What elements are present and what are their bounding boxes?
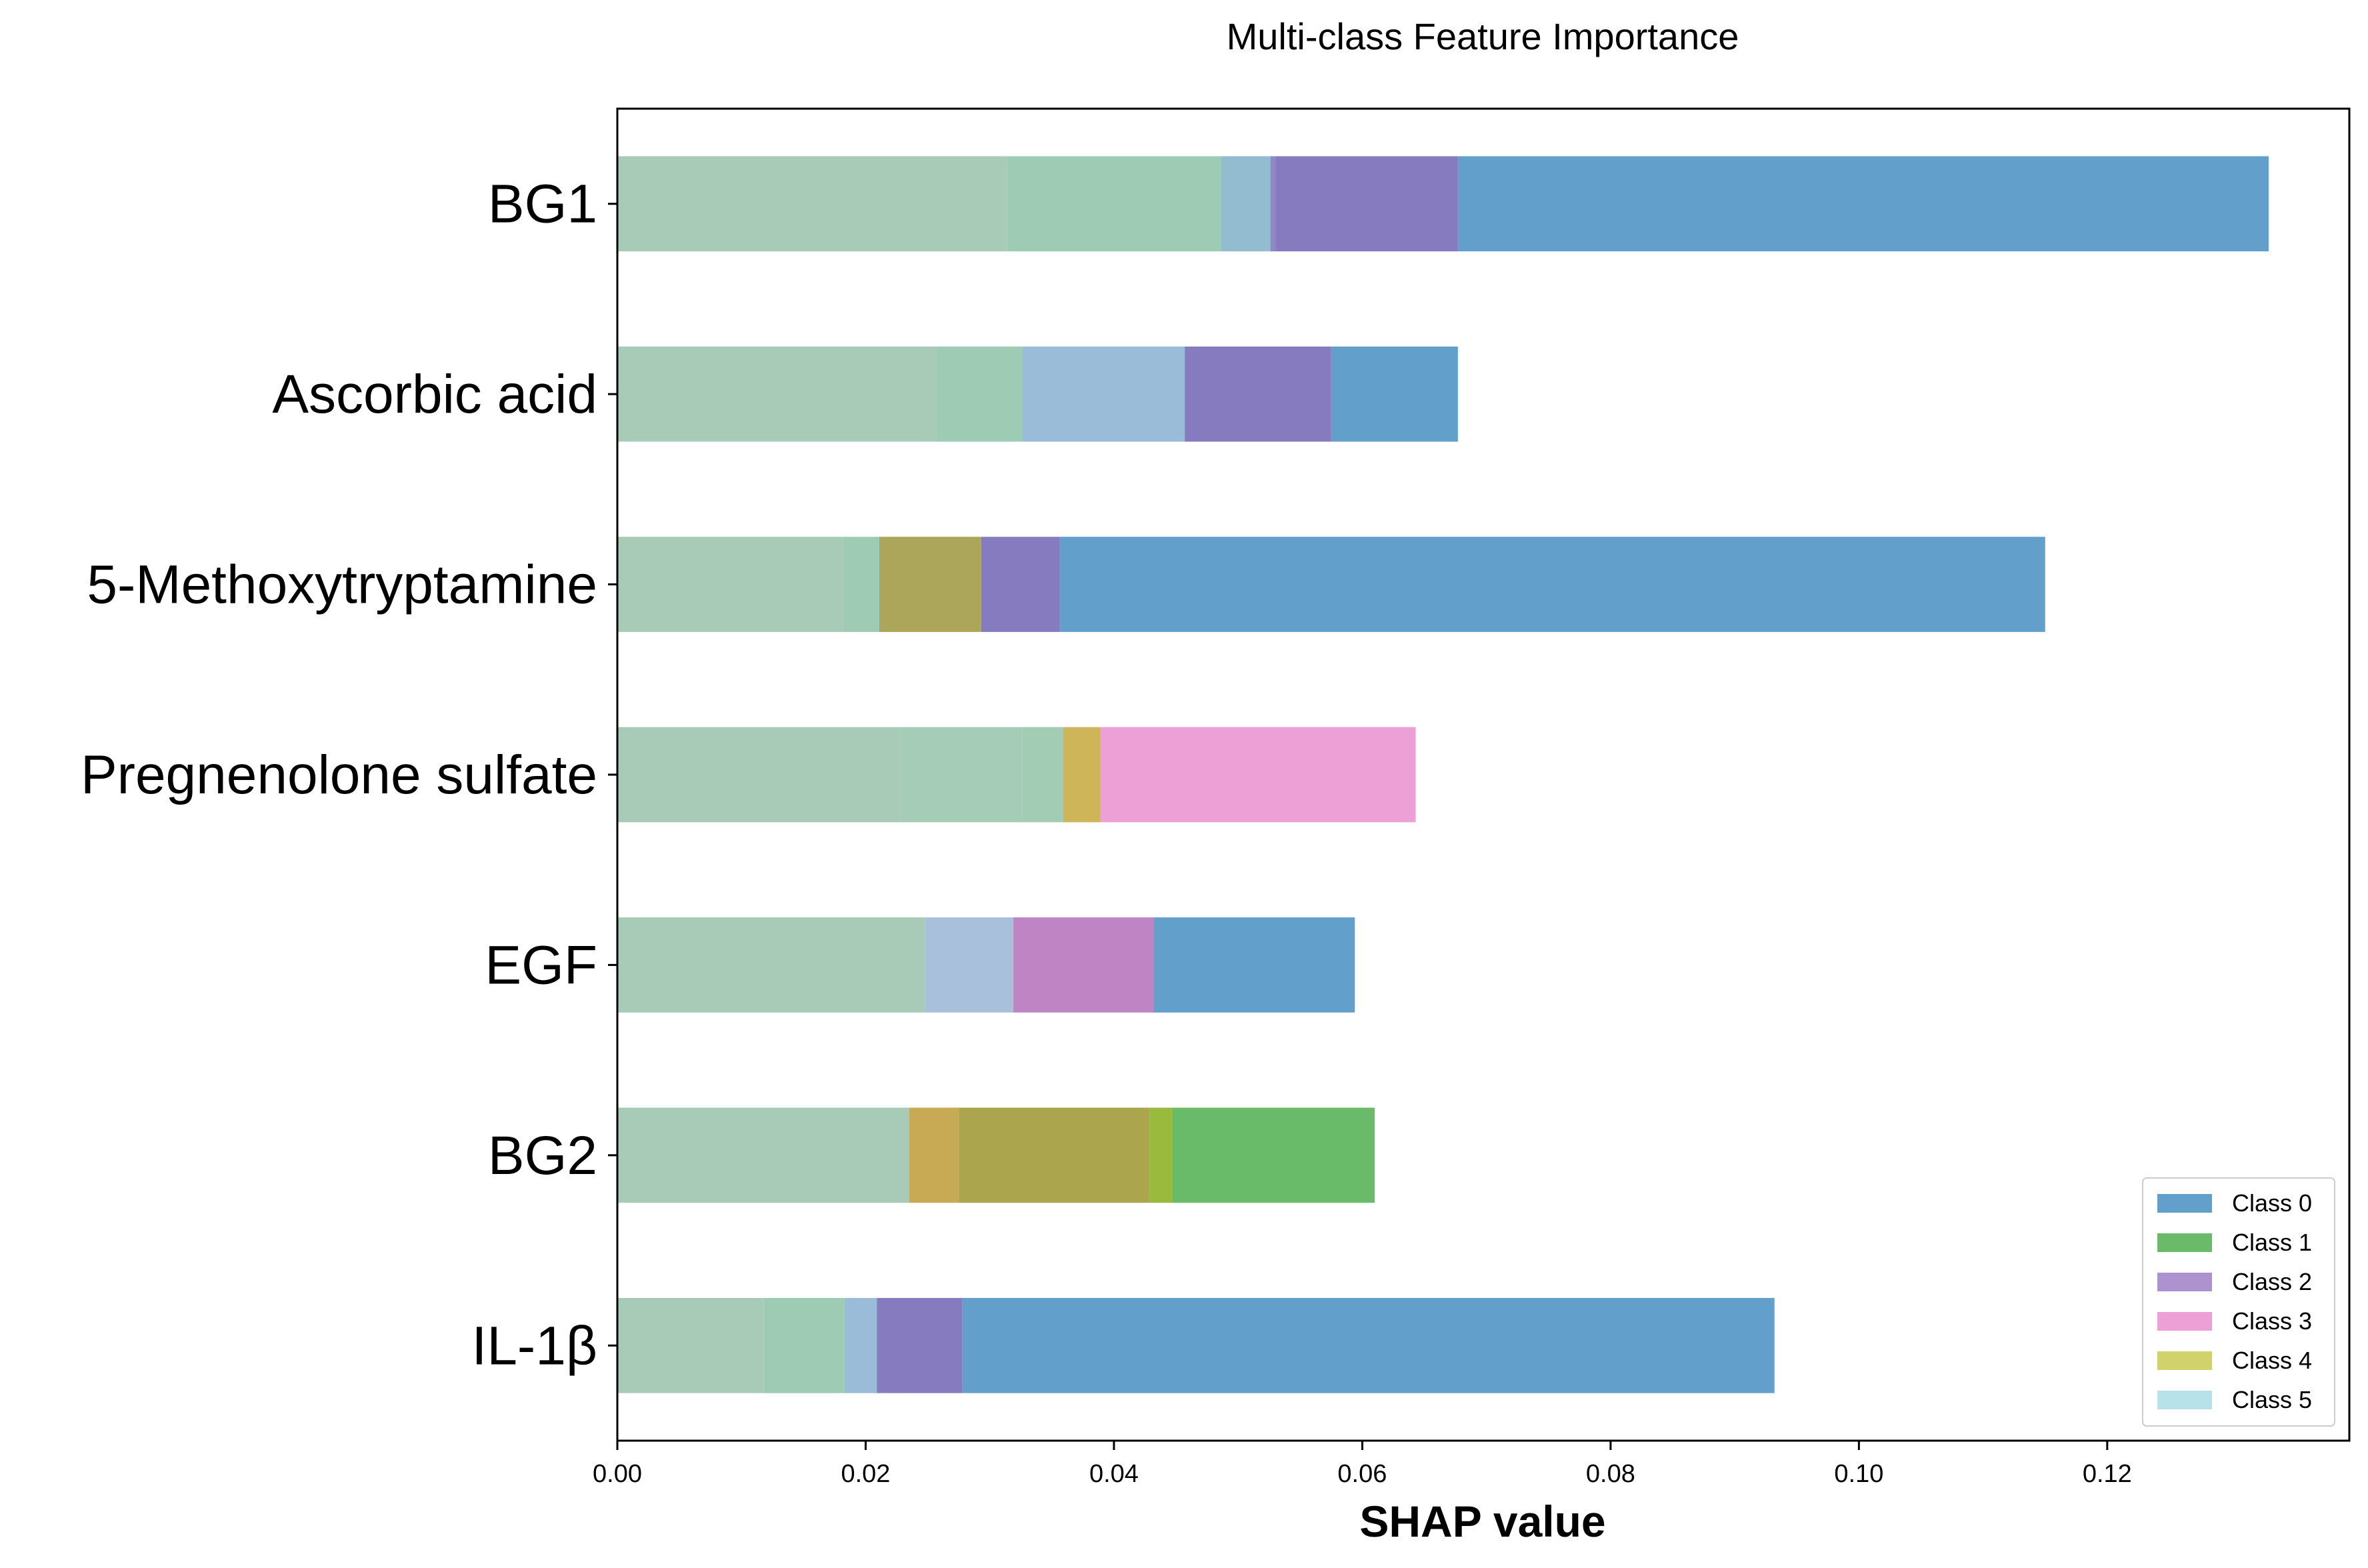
bar-segment bbox=[877, 1297, 963, 1393]
legend: Class 0 Class 1 Class 2 Class 3 Class 4 Class… bbox=[2142, 1177, 2335, 1427]
bar-segment bbox=[937, 346, 1023, 442]
bar-segment bbox=[1022, 727, 1063, 823]
bar-segment bbox=[1457, 156, 2269, 252]
legend-label: Class 5 bbox=[2232, 1386, 2312, 1413]
x-axis: 0.00 0.02 0.04 0.06 0.08 0.10 0.12 bbox=[593, 1441, 2132, 1488]
bar-segment bbox=[1059, 537, 2045, 632]
bar-segment bbox=[1275, 156, 1458, 252]
bar-segment bbox=[1013, 917, 1154, 1013]
bar-segment bbox=[1270, 156, 1276, 252]
bar-segment bbox=[1331, 346, 1458, 442]
y-tick-label: Ascorbic acid bbox=[272, 364, 597, 425]
y-axis: BG1 Ascorbic acid 5-Methoxytryptamine Pregn… bbox=[81, 174, 617, 1376]
y-tick-label: Pregnenolone sulfate bbox=[81, 745, 597, 805]
x-tick-label: 0.06 bbox=[1337, 1460, 1387, 1488]
bar-segment bbox=[617, 1297, 764, 1393]
legend-label: Class 4 bbox=[2232, 1347, 2312, 1374]
bar-segment bbox=[1063, 727, 1101, 823]
x-tick-label: 0.08 bbox=[1586, 1460, 1635, 1488]
bar-segment bbox=[1153, 917, 1355, 1013]
bar-segment bbox=[1007, 156, 1221, 252]
bar-segment bbox=[763, 1297, 845, 1393]
bar-segment bbox=[925, 917, 1014, 1013]
legend-label: Class 1 bbox=[2232, 1229, 2312, 1256]
legend-label: Class 0 bbox=[2232, 1189, 2312, 1217]
bar-segment bbox=[843, 537, 879, 632]
bar-segment bbox=[1149, 1107, 1173, 1203]
x-tick-label: 0.12 bbox=[2083, 1460, 2132, 1488]
y-tick-label: IL-1β bbox=[472, 1315, 597, 1376]
bar-segment bbox=[1022, 346, 1185, 442]
bar-segment bbox=[617, 346, 938, 442]
legend-swatch bbox=[2157, 1233, 2212, 1252]
legend-swatch bbox=[2157, 1273, 2212, 1291]
legend-swatch bbox=[2157, 1312, 2212, 1331]
bar-segment bbox=[1185, 346, 1331, 442]
y-tick-label: EGF bbox=[485, 935, 597, 995]
y-tick-label: BG2 bbox=[488, 1125, 597, 1186]
x-axis-label: SHAP value bbox=[1359, 1497, 1605, 1546]
x-tick-label: 0.02 bbox=[841, 1460, 890, 1488]
legend-label: Class 3 bbox=[2232, 1307, 2312, 1335]
bar-segment bbox=[844, 1297, 877, 1393]
bar-segment bbox=[617, 1107, 909, 1203]
bar-segment bbox=[959, 1107, 1149, 1203]
y-tick-label: BG1 bbox=[488, 174, 597, 235]
x-tick-label: 0.04 bbox=[1089, 1460, 1139, 1488]
bar-segment bbox=[617, 917, 925, 1013]
x-tick-label: 0.00 bbox=[593, 1460, 642, 1488]
legend-swatch bbox=[2157, 1194, 2212, 1213]
bar-segment bbox=[879, 537, 981, 632]
bar-segment bbox=[1221, 156, 1271, 252]
bar-segment bbox=[617, 156, 1007, 252]
bar-segment bbox=[1100, 727, 1416, 823]
bar-segment bbox=[617, 727, 901, 823]
legend-swatch bbox=[2157, 1351, 2212, 1370]
bar-segment bbox=[900, 727, 1023, 823]
bar-segment bbox=[909, 1107, 959, 1203]
bar-segment bbox=[981, 537, 1060, 632]
bar-segment bbox=[617, 537, 843, 632]
bar-segment bbox=[962, 1297, 1775, 1393]
chart-title: Multi-class Feature Importance bbox=[1227, 15, 1739, 57]
legend-label: Class 2 bbox=[2232, 1268, 2312, 1295]
bar-segment bbox=[1172, 1107, 1375, 1203]
y-tick-label: 5-Methoxytryptamine bbox=[87, 555, 597, 615]
legend-swatch bbox=[2157, 1391, 2212, 1409]
x-tick-label: 0.10 bbox=[1834, 1460, 1883, 1488]
bars-group bbox=[617, 156, 2269, 1393]
